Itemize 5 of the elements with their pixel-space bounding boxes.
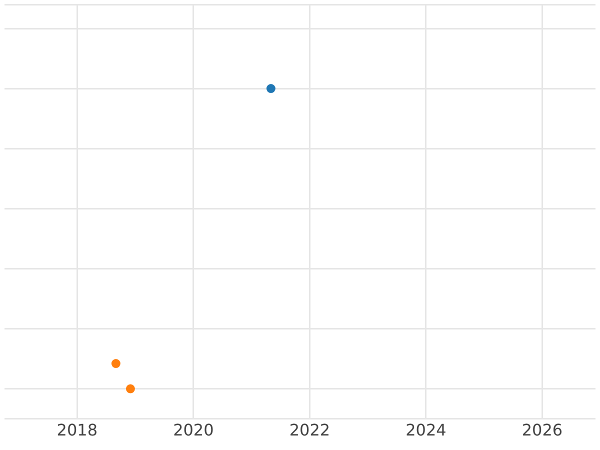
x-tick-label: 2024 <box>406 420 446 440</box>
x-tick-label: 2020 <box>173 420 214 440</box>
x-tick-label: 2018 <box>56 420 98 440</box>
x-tick-label: 2022 <box>289 420 330 440</box>
x-tick-label: 2026 <box>522 420 563 440</box>
